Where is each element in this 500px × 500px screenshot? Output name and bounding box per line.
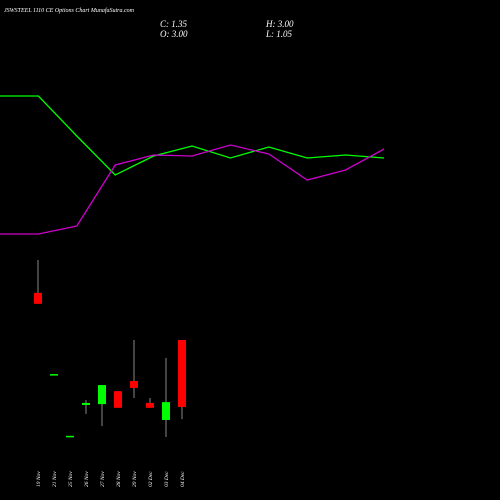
x-tick-label: 02 Dec <box>148 471 154 487</box>
low-label: L: 1.05 <box>265 29 293 39</box>
candle-body <box>50 374 58 376</box>
open-label: O: 3.00 <box>160 29 188 39</box>
candle-body <box>178 339 186 407</box>
x-tick-label: 03 Dec <box>164 471 170 487</box>
line <box>0 95 385 176</box>
x-tick-label: 19 Nov <box>36 471 42 487</box>
x-tick-label: 29 Nov <box>132 471 138 487</box>
x-tick-label: 21 Nov <box>52 471 58 487</box>
candle-body <box>146 402 154 408</box>
x-tick-label: 28 Nov <box>116 471 122 487</box>
x-tick-label: 27 Nov <box>100 471 106 487</box>
candle-body <box>130 380 138 388</box>
candle-body <box>114 391 122 408</box>
line <box>0 144 385 235</box>
chart-title: JSWSTEEL 1110 CE Options Chart MunafaSut… <box>4 7 135 14</box>
candle-body <box>66 435 74 438</box>
candle-body <box>82 402 90 405</box>
high-label: H: 3.00 <box>265 19 294 29</box>
close-label: C: 1.35 <box>160 19 188 29</box>
x-tick-label: 26 Nov <box>84 471 90 487</box>
candle-body <box>162 402 170 420</box>
candle-body <box>34 292 42 304</box>
candle-body <box>98 385 106 405</box>
x-tick-label: 04 Dec <box>179 471 186 487</box>
x-tick-label: 25 Nov <box>68 471 74 487</box>
